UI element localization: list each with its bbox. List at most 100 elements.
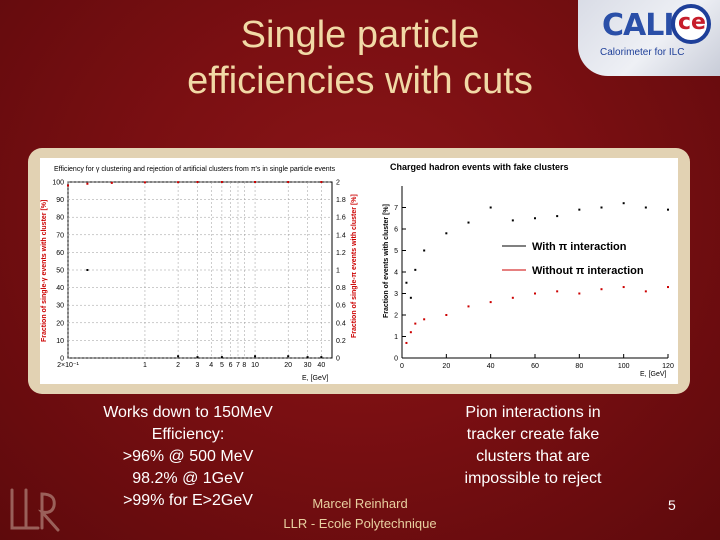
plot1-point bbox=[110, 181, 113, 184]
plot1-point bbox=[220, 356, 223, 359]
plot2-ytick-label: 2 bbox=[394, 313, 398, 320]
plot2-point bbox=[622, 286, 625, 289]
right-line-3: clusters that are bbox=[476, 448, 590, 465]
plot2-xtick-label: 120 bbox=[662, 363, 674, 370]
plot1-xtick-label: 20 bbox=[284, 362, 292, 369]
plot2-ytick-label: 7 bbox=[394, 205, 398, 212]
plot1-ytick-label: 70 bbox=[56, 232, 64, 239]
plot1-ytick-label: 80 bbox=[56, 215, 64, 222]
plot2-xtick-label: 20 bbox=[442, 363, 450, 370]
plot1-ytick-right-label: 0.8 bbox=[336, 285, 346, 292]
plot2-point bbox=[405, 281, 408, 284]
plot1-point bbox=[177, 355, 180, 358]
plot2-xlabel: E, [GeV] bbox=[640, 371, 667, 378]
plot2-point bbox=[423, 249, 426, 252]
plot-frame: Efficiency for γ clustering and rejectio… bbox=[28, 148, 690, 394]
plot2-point bbox=[414, 322, 417, 325]
right-line-1: Pion interactions in bbox=[465, 404, 601, 421]
legend-label-without: Without π interaction bbox=[532, 265, 644, 277]
plot1-ytick-label: 30 bbox=[56, 303, 64, 310]
plot2-point bbox=[644, 206, 647, 209]
plot1-point bbox=[220, 181, 223, 183]
plot2-ylabel: Fraction of events with cluster [%] bbox=[383, 204, 390, 318]
plot1-xtick-label: 10 bbox=[251, 362, 259, 369]
plots-svg: Efficiency for γ clustering and rejectio… bbox=[41, 162, 674, 382]
plot1-ytick-right-label: 0 bbox=[336, 356, 340, 363]
plot1-point bbox=[287, 181, 290, 183]
plot1-point bbox=[254, 181, 257, 183]
plot1-xtick-label: 2×10⁻¹ bbox=[57, 362, 79, 369]
logo-ce-text: ce bbox=[678, 10, 706, 35]
plot2-point bbox=[644, 290, 647, 293]
plot1-ytick-right-label: 1.8 bbox=[336, 197, 346, 204]
plot1-ytick-label: 60 bbox=[56, 250, 64, 257]
plot2-point bbox=[667, 286, 669, 289]
plot1-xtick-label: 40 bbox=[317, 362, 325, 369]
plot1-ytick-right-label: 1.6 bbox=[336, 215, 346, 222]
plot2-point bbox=[467, 221, 470, 224]
plot1-point bbox=[320, 356, 323, 359]
plot1-ylabel-right: Fraction of single-π events with cluster… bbox=[351, 194, 358, 338]
footer-author: Marcel Reinhard bbox=[312, 496, 408, 511]
plot2-xtick-label: 0 bbox=[400, 363, 404, 370]
plot1-ytick-label: 90 bbox=[56, 197, 64, 204]
plot1-xtick-label: 3 bbox=[196, 362, 200, 369]
plot1-xtick-label: 30 bbox=[304, 362, 312, 369]
logo-ce-badge: ce bbox=[671, 4, 711, 44]
plot1-point bbox=[254, 355, 257, 358]
plot2-ytick-label: 3 bbox=[394, 291, 398, 298]
logo-text: CALI bbox=[602, 8, 675, 43]
right-text-block: Pion interactions in tracker create fake… bbox=[440, 402, 626, 490]
left-line-2: Efficiency: bbox=[151, 426, 225, 443]
plot2-ytick-label: 1 bbox=[394, 334, 398, 341]
plot1-point bbox=[86, 269, 89, 271]
plot1-xtick-label: 4 bbox=[209, 362, 213, 369]
plot1-ytick-right-label: 0.4 bbox=[336, 320, 346, 327]
plot1-xtick-label: 5 bbox=[220, 362, 224, 369]
plot2-ytick-label: 5 bbox=[394, 248, 398, 255]
plot1-point bbox=[143, 181, 146, 184]
plot1-ytick-right-label: 1 bbox=[336, 268, 340, 275]
plot2-point bbox=[534, 292, 536, 295]
plot2-ytick-label: 0 bbox=[394, 356, 398, 363]
plot2-point bbox=[511, 296, 514, 299]
footer: Marcel Reinhard LLR - Ecole Polytechniqu… bbox=[270, 494, 450, 534]
plot1-point bbox=[86, 182, 89, 185]
plot2-xtick-label: 80 bbox=[575, 363, 583, 370]
plot2-point bbox=[467, 305, 470, 308]
plot1-xtick-label: 2 bbox=[176, 362, 180, 369]
left-text-block: Works down to 150MeV Efficiency: >96% @ … bbox=[80, 402, 296, 512]
plot1-ytick-right-label: 2 bbox=[336, 180, 340, 187]
plot1-point bbox=[177, 181, 180, 184]
plot1-title: Efficiency for γ clustering and rejectio… bbox=[54, 166, 336, 173]
plot2-xtick-label: 100 bbox=[618, 363, 630, 370]
plot1-ytick-right-label: 1.4 bbox=[336, 232, 346, 239]
plot1-ylabel: Fraction of single-γ events with cluster… bbox=[41, 200, 48, 342]
plot2-point bbox=[622, 202, 625, 205]
plot2-point bbox=[409, 331, 412, 334]
plot1-xlabel: E, [GeV] bbox=[302, 375, 329, 382]
plot2-point bbox=[445, 232, 448, 235]
plot-area: Efficiency for γ clustering and rejectio… bbox=[40, 158, 678, 384]
plot1-ytick-right-label: 0.2 bbox=[336, 338, 346, 345]
plot2-point bbox=[578, 208, 581, 211]
left-line-1: Works down to 150MeV bbox=[103, 404, 273, 421]
plot2-point bbox=[414, 268, 417, 271]
right-line-2: tracker create fake bbox=[466, 426, 600, 443]
plot2-point bbox=[667, 208, 669, 211]
plot2-point bbox=[511, 219, 514, 222]
plot1-ytick-label: 40 bbox=[56, 285, 64, 292]
title-line-2: efficiencies with cuts bbox=[187, 60, 533, 102]
plot2-point bbox=[445, 314, 448, 316]
plot1-xtick-label: 8 bbox=[242, 362, 246, 369]
plot2-point bbox=[534, 217, 536, 220]
plot2-point bbox=[489, 301, 492, 304]
plot1-point bbox=[196, 181, 199, 183]
plot1-ytick-label: 0 bbox=[60, 356, 64, 363]
plot1-xtick-label: 7 bbox=[236, 362, 240, 369]
page-number: 5 bbox=[668, 497, 676, 513]
title-line-1: Single particle bbox=[240, 14, 480, 56]
plot2-point bbox=[409, 296, 412, 299]
slide-title: Single particle efficiencies with cuts bbox=[120, 12, 600, 104]
plot2-point bbox=[578, 292, 581, 295]
